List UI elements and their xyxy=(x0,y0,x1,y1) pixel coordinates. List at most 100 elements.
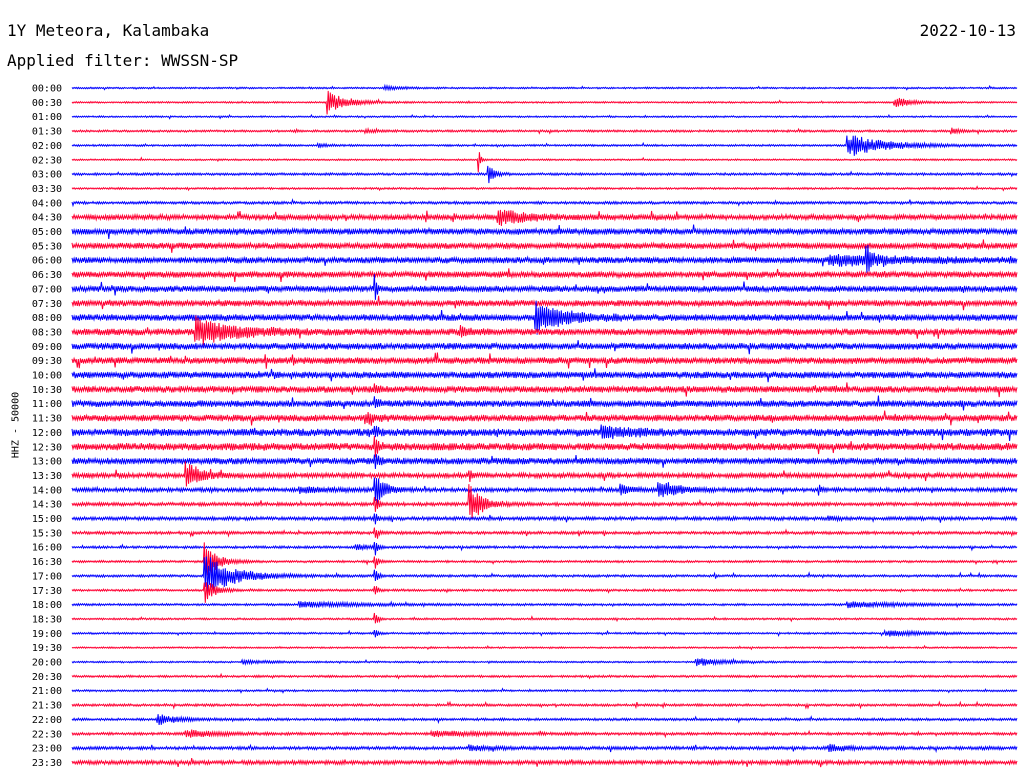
trace-line xyxy=(71,628,1018,638)
time-tick-label: 04:00 xyxy=(32,198,62,209)
time-tick-label: 07:00 xyxy=(32,284,62,295)
time-tick-label: 11:30 xyxy=(32,414,62,425)
trace-line xyxy=(71,352,1018,369)
trace-line xyxy=(71,113,1018,120)
trace-line xyxy=(71,83,1018,92)
time-tick-label: 09:30 xyxy=(32,356,62,367)
time-tick-label: 13:00 xyxy=(32,457,62,468)
trace-line xyxy=(71,368,1018,383)
time-tick-label: 19:00 xyxy=(32,629,62,640)
trace-line xyxy=(71,657,1018,667)
trace-line xyxy=(71,209,1018,226)
time-tick-label: 18:30 xyxy=(32,614,62,625)
time-tick-label: 00:30 xyxy=(32,98,62,109)
trace-line xyxy=(71,268,1018,283)
time-tick-label: 17:30 xyxy=(32,586,62,597)
trace-line xyxy=(71,644,1018,651)
trace-line xyxy=(71,165,1018,184)
trace-line xyxy=(71,527,1018,539)
time-tick-label: 09:00 xyxy=(32,342,62,353)
trace-line xyxy=(71,424,1018,441)
time-tick-label: 12:00 xyxy=(32,428,62,439)
trace-line xyxy=(71,542,1018,580)
time-tick-label: 18:00 xyxy=(32,600,62,611)
trace-line xyxy=(71,454,1018,469)
trace-line xyxy=(71,340,1018,355)
time-tick-label: 13:30 xyxy=(32,471,62,482)
trace-line xyxy=(71,315,1018,346)
trace-line xyxy=(71,714,1018,726)
time-tick-label: 10:30 xyxy=(32,385,62,396)
filter-label: Applied filter: WWSSN-SP xyxy=(7,51,239,70)
trace-line xyxy=(71,556,1018,595)
trace-line xyxy=(71,477,1018,505)
trace-line xyxy=(71,612,1018,624)
trace-line xyxy=(71,600,1018,609)
time-tick-label: 14:00 xyxy=(32,485,62,496)
time-tick-label: 02:00 xyxy=(32,141,62,152)
trace-line xyxy=(71,295,1018,311)
time-tick-label: 06:30 xyxy=(32,270,62,281)
trace-line xyxy=(71,758,1018,768)
time-tick-label: 00:00 xyxy=(32,84,62,95)
time-tick-label: 17:00 xyxy=(32,571,62,582)
time-tick-label: 08:00 xyxy=(32,313,62,324)
trace-line xyxy=(71,672,1018,680)
trace-line xyxy=(71,461,1018,487)
trace-line xyxy=(71,126,1018,136)
trace-line xyxy=(71,687,1018,694)
time-tick-label: 08:30 xyxy=(32,327,62,338)
time-tick-label: 10:00 xyxy=(32,371,62,382)
trace-line xyxy=(71,382,1018,398)
trace-line xyxy=(71,513,1018,525)
time-tick-label: 22:00 xyxy=(32,715,62,726)
time-tick-label: 16:30 xyxy=(32,557,62,568)
trace-line xyxy=(71,90,1018,115)
time-tick-label: 05:00 xyxy=(32,227,62,238)
time-tick-label: 21:00 xyxy=(32,686,62,697)
trace-line xyxy=(71,274,1018,300)
trace-line xyxy=(71,700,1018,710)
time-tick-label: 22:30 xyxy=(32,729,62,740)
time-tick-label: 01:00 xyxy=(32,112,62,123)
trace-line xyxy=(71,743,1018,754)
trace-line xyxy=(71,244,1018,273)
trace-line xyxy=(71,395,1018,411)
time-tick-label: 16:00 xyxy=(32,543,62,554)
time-tick-label: 01:30 xyxy=(32,127,62,138)
trace-line xyxy=(71,185,1018,192)
time-tick-label: 15:00 xyxy=(32,514,62,525)
time-tick-label: 06:00 xyxy=(32,256,62,267)
time-tick-label: 04:30 xyxy=(32,213,62,224)
trace-line xyxy=(71,224,1018,239)
trace-line xyxy=(71,300,1018,335)
time-tick-label: 23:30 xyxy=(32,758,62,769)
time-tick-label: 03:00 xyxy=(32,170,62,181)
time-tick-label: 19:30 xyxy=(32,643,62,654)
time-tick-label: 05:30 xyxy=(32,241,62,252)
time-tick-label: 03:30 xyxy=(32,184,62,195)
time-tick-label: 07:30 xyxy=(32,299,62,310)
time-tick-label: 23:00 xyxy=(32,744,62,755)
trace-line xyxy=(71,542,1018,556)
station-title: 1Y Meteora, Kalambaka xyxy=(7,21,210,40)
trace-line xyxy=(71,410,1018,426)
record-date: 2022-10-13 xyxy=(919,21,1016,40)
time-tick-label: 14:30 xyxy=(32,500,62,511)
trace-line xyxy=(71,729,1018,739)
trace-line xyxy=(71,239,1018,253)
time-tick-label: 21:30 xyxy=(32,701,62,712)
time-tick-label: 02:30 xyxy=(32,155,62,166)
time-tick-label: 12:30 xyxy=(32,442,62,453)
trace-line xyxy=(71,198,1018,208)
trace-line xyxy=(71,135,1018,156)
time-tick-label: 20:00 xyxy=(32,658,62,669)
time-tick-label: 11:00 xyxy=(32,399,62,410)
time-tick-label: 15:30 xyxy=(32,528,62,539)
time-tick-label: 20:30 xyxy=(32,672,62,683)
trace-line xyxy=(71,436,1018,458)
trace-line xyxy=(71,152,1018,173)
trace-line xyxy=(71,484,1018,519)
trace-line xyxy=(71,582,1018,603)
